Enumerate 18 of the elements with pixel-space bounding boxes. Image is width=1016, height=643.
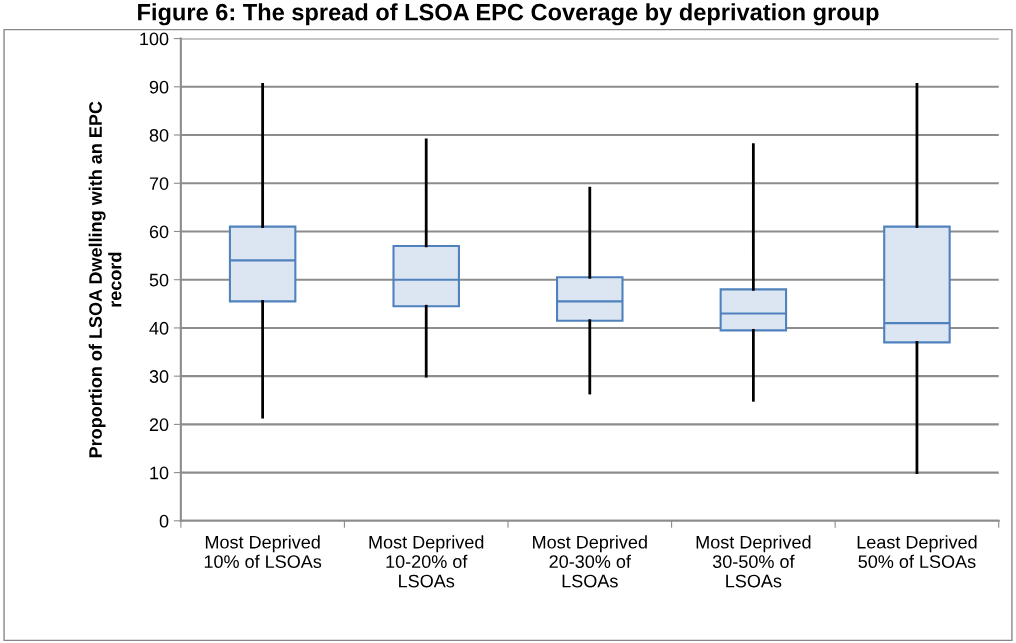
y-tick-label: 40 (149, 321, 169, 335)
y-tick-label: 0 (159, 514, 169, 528)
x-tick-label: Least Deprived 50% of LSOAs (857, 535, 977, 569)
x-tick-label: Most Deprived 20-30% of LSOAs (533, 535, 647, 588)
x-tick-label: Most Deprived 10% of LSOAs (204, 535, 322, 569)
y-axis-title: Proportion of LSOA Dwelling with an EPC record (88, 101, 122, 458)
chart-title: Figure 6: The spread of LSOA EPC Coverage by deprivation group (138, 3, 879, 26)
y-tick-label: 100 (140, 32, 169, 46)
y-tick-label: 10 (150, 466, 169, 480)
y-tick-label: 80 (149, 128, 169, 142)
y-tick-label: 60 (149, 225, 169, 239)
y-tick-label: 90 (149, 80, 169, 94)
x-tick-label: Most Deprived 30-50% of LSOAs (696, 535, 811, 588)
y-tick-label: 50 (149, 273, 169, 287)
y-tick-label: 70 (149, 177, 169, 190)
y-tick-label: 20 (149, 418, 169, 432)
x-tick-label: Most Deprived 10-20% of LSOAs (369, 535, 484, 588)
y-tick-label: 30 (149, 370, 169, 383)
